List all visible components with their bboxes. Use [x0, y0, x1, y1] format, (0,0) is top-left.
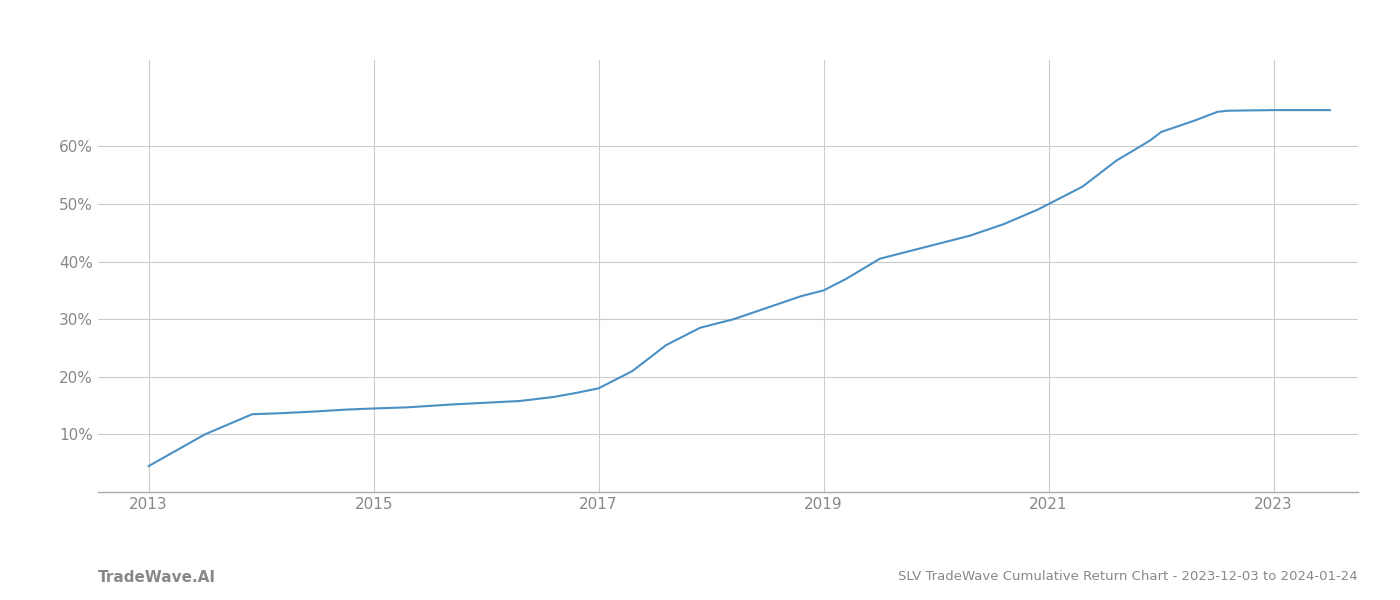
Text: TradeWave.AI: TradeWave.AI — [98, 570, 216, 585]
Text: SLV TradeWave Cumulative Return Chart - 2023-12-03 to 2024-01-24: SLV TradeWave Cumulative Return Chart - … — [899, 570, 1358, 583]
